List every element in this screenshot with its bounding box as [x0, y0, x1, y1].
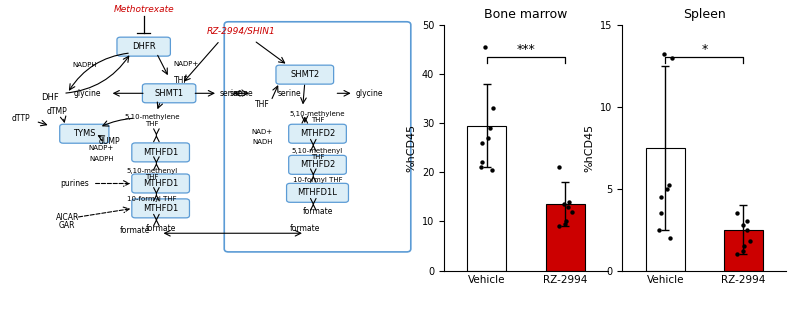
Text: THF: THF [310, 117, 324, 123]
Point [737, 248, 750, 253]
Text: 5,10-methylene: 5,10-methylene [125, 114, 180, 120]
Text: MTHFD1: MTHFD1 [143, 148, 178, 157]
Text: NADH: NADH [252, 138, 273, 145]
Point [660, 186, 673, 191]
Bar [467, 126, 506, 271]
Text: SHMT2: SHMT2 [290, 70, 319, 79]
Point [731, 252, 744, 257]
Text: ***: *** [517, 43, 535, 56]
Point [654, 211, 667, 216]
Point [486, 167, 498, 172]
Point [562, 204, 574, 209]
Point [487, 106, 500, 111]
FancyBboxPatch shape [142, 84, 196, 103]
FancyBboxPatch shape [286, 183, 349, 202]
Text: SHMT1: SHMT1 [154, 89, 184, 98]
Point [478, 44, 491, 49]
Text: 5,10-methenyl: 5,10-methenyl [292, 148, 343, 154]
Point [741, 219, 754, 224]
Title: Spleen: Spleen [683, 8, 726, 21]
Text: serine: serine [230, 89, 253, 98]
Point [744, 239, 757, 244]
Title: Bone marrow: Bone marrow [484, 8, 568, 21]
Text: NADP+: NADP+ [89, 145, 114, 151]
Point [558, 202, 570, 207]
Bar [546, 204, 585, 271]
Point [476, 160, 489, 165]
Text: dTMP: dTMP [46, 108, 67, 116]
Point [738, 244, 750, 248]
Text: Methotrexate: Methotrexate [114, 5, 174, 14]
Bar [724, 230, 763, 271]
Text: formate: formate [302, 207, 333, 216]
Point [740, 227, 753, 232]
Point [566, 209, 578, 214]
Text: formate: formate [120, 226, 150, 234]
Text: NADPH: NADPH [72, 62, 97, 68]
Bar [646, 148, 685, 271]
Point [484, 126, 497, 131]
Text: THF: THF [310, 154, 324, 160]
Text: formate: formate [290, 224, 320, 233]
FancyBboxPatch shape [289, 124, 346, 143]
Text: purines: purines [60, 179, 89, 188]
Text: 10-formyl THF: 10-formyl THF [127, 196, 177, 202]
FancyBboxPatch shape [132, 174, 190, 193]
Point [653, 227, 666, 232]
Text: 5,10-methylene: 5,10-methylene [290, 110, 346, 117]
Text: AICAR: AICAR [56, 213, 79, 222]
Point [664, 235, 677, 240]
Text: MTHFD1: MTHFD1 [143, 204, 178, 213]
Point [559, 219, 572, 224]
Point [482, 135, 494, 140]
Text: dTTP: dTTP [11, 114, 30, 123]
Y-axis label: %hCD45: %hCD45 [406, 124, 416, 172]
Text: MTHFD1L: MTHFD1L [298, 188, 338, 197]
Text: MTHFD1: MTHFD1 [143, 179, 178, 188]
Text: dUMP: dUMP [99, 137, 121, 146]
Text: NADPH: NADPH [90, 156, 114, 162]
Text: DHFR: DHFR [132, 42, 155, 51]
Point [558, 221, 571, 226]
Point [562, 199, 575, 204]
Point [731, 211, 744, 216]
Text: 5,10-methenyl: 5,10-methenyl [126, 168, 178, 174]
Text: NAD+: NAD+ [252, 129, 273, 135]
Text: RZ-2994/SHIN1: RZ-2994/SHIN1 [207, 27, 275, 35]
FancyBboxPatch shape [289, 155, 346, 174]
Text: serine: serine [220, 89, 244, 98]
Text: glycine: glycine [74, 89, 102, 98]
FancyBboxPatch shape [132, 143, 190, 162]
Point [666, 55, 678, 60]
Text: MTHFD2: MTHFD2 [300, 129, 335, 138]
Point [654, 194, 667, 199]
Point [736, 222, 749, 227]
Text: DHF: DHF [42, 94, 59, 102]
Point [662, 183, 675, 188]
Text: GAR: GAR [59, 221, 76, 230]
Text: THF: THF [146, 174, 159, 180]
Y-axis label: %hCD45: %hCD45 [585, 124, 594, 172]
Text: glycine: glycine [356, 89, 383, 98]
Text: MTHFD2: MTHFD2 [300, 160, 335, 169]
Text: TYMS: TYMS [73, 129, 95, 138]
FancyBboxPatch shape [117, 37, 170, 56]
Point [657, 52, 670, 57]
Text: serine: serine [278, 89, 301, 98]
Text: 10-formyl THF: 10-formyl THF [293, 177, 342, 183]
FancyBboxPatch shape [132, 199, 190, 218]
Point [476, 140, 489, 145]
Text: THF: THF [255, 100, 270, 109]
Text: formate: formate [146, 224, 176, 233]
FancyBboxPatch shape [60, 124, 109, 143]
FancyBboxPatch shape [276, 65, 334, 84]
Point [474, 165, 487, 170]
Text: NADP+: NADP+ [174, 61, 198, 67]
Text: THF: THF [146, 121, 159, 128]
Text: *: * [702, 43, 707, 56]
Point [553, 165, 566, 170]
Text: THF: THF [174, 77, 190, 85]
Point [553, 224, 566, 229]
